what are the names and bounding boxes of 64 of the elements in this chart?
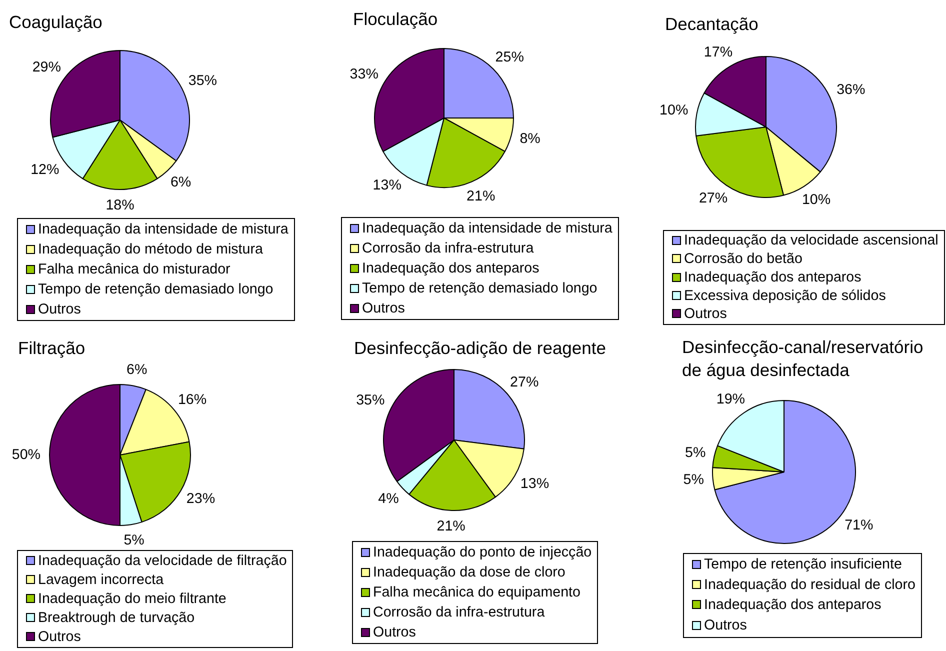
legend-label: Inadequação do ponto de injecção (373, 544, 592, 560)
data-label: 6% (170, 174, 192, 190)
data-label: 5% (124, 532, 145, 548)
data-label: 33% (350, 66, 379, 82)
data-label: 13% (372, 178, 402, 194)
legend-label: Lavagem incorrecta (38, 572, 164, 588)
data-label: 10% (660, 102, 688, 119)
legend-label: Outros (373, 624, 416, 640)
legend-label: Outros (38, 301, 81, 318)
data-label: 17% (704, 44, 733, 60)
legend-label: Corrosão do betão (684, 251, 802, 268)
legend-label: Inadequação dos anteparos (684, 269, 862, 286)
chart-title: Decantação (665, 13, 760, 36)
legend-label: Inadequação do método de mistura (38, 241, 263, 258)
legend-label: Inadequação da intensidade de mistura (38, 221, 288, 238)
legend-label: Outros (362, 300, 405, 316)
data-label: 29% (32, 60, 62, 76)
data-label: 4% (378, 491, 400, 508)
data-label: 19% (716, 392, 746, 408)
data-label: 8% (520, 131, 541, 148)
legend-label: Excessiva deposição de sólidos (684, 288, 886, 304)
legend-label: Breaktrough de turvação (38, 610, 195, 626)
legend-label: Outros (38, 628, 81, 645)
legend-label: Inadequação da velocidade de filtração (38, 552, 287, 569)
legend-label: Falha mecânica do equipamento (373, 584, 580, 600)
data-label: 27% (510, 374, 539, 391)
data-label: 36% (836, 82, 866, 98)
data-label: 18% (106, 197, 135, 214)
legend-label: Inadequação do residual de cloro (704, 576, 916, 593)
data-label: 50% (12, 446, 41, 463)
legend-label: Tempo de retenção insuficiente (704, 556, 902, 573)
data-label: 35% (356, 392, 386, 409)
data-label: 21% (466, 188, 496, 204)
data-label: 35% (188, 73, 218, 90)
data-label: 27% (698, 190, 728, 206)
chart-title: Floculação (353, 8, 439, 31)
legend-label: Tempo de retenção demasiado longo (38, 281, 274, 298)
data-label: 5% (683, 472, 704, 488)
data-label: 23% (186, 490, 216, 507)
legend-label: Falha mecânica do misturador (38, 261, 231, 278)
chart-title: Desinfecção-adição de reagente (354, 337, 607, 360)
chart-title: Desinfecção-canal/reservatório de água desinfectada (682, 336, 924, 382)
legend-label: Inadequação da intensidade de mistura (362, 220, 612, 236)
data-label: 71% (844, 518, 874, 534)
chart-title: Filtração (18, 337, 86, 360)
legend-label: Corrosão da infra-estrutura (362, 240, 534, 256)
data-label: 12% (30, 162, 60, 178)
legend-label: Outros (684, 306, 727, 322)
legend-label: Outros (704, 617, 747, 634)
legend-label: Inadequação da velocidade ascensional (684, 232, 938, 249)
legend-label: Inadequação dos anteparos (362, 260, 540, 276)
data-label: 13% (520, 476, 550, 492)
legend-label: Inadequação da dose de cloro (373, 564, 566, 580)
data-label: 21% (436, 518, 466, 534)
legend-label: Corrosão da infra-estrutura (373, 604, 545, 620)
chart-title: Coagulação (9, 11, 104, 34)
data-label: 25% (495, 49, 524, 66)
data-label: 10% (802, 192, 831, 208)
data-label: 16% (178, 392, 207, 408)
data-label: 6% (126, 362, 148, 378)
legend-label: Inadequação dos anteparos (704, 597, 882, 614)
legend-label: Tempo de retenção demasiado longo (362, 280, 598, 296)
data-label: 5% (685, 444, 706, 461)
legend-label: Inadequação do meio filtrante (38, 590, 226, 607)
